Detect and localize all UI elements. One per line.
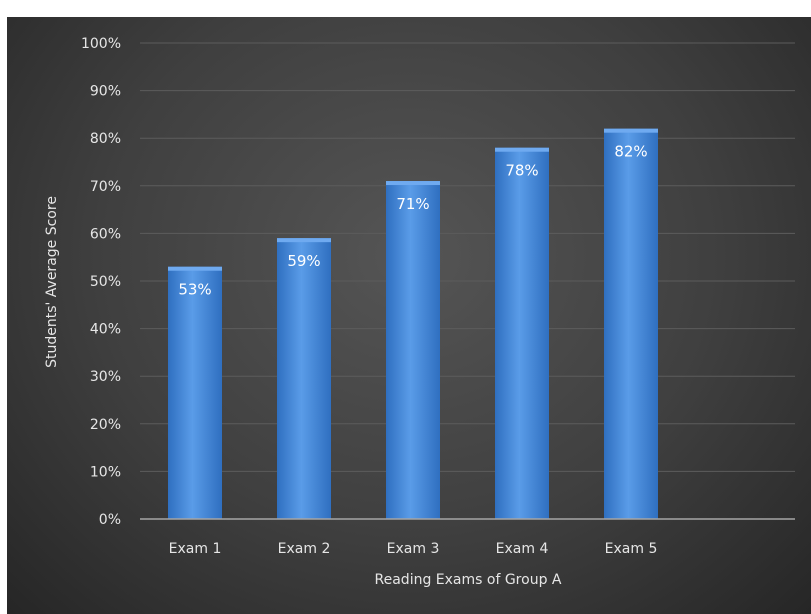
x-tick-label: Exam 2 [278,541,331,557]
y-tick-label: 50% [90,274,121,290]
data-label: 82% [614,143,647,161]
bar [386,181,440,520]
x-tick-label: Exam 5 [605,541,658,557]
y-tick-label: 40% [90,322,121,338]
data-labels: 53% 59% 71% 78% 82% [178,143,647,299]
y-tick-label: 80% [90,131,121,147]
bar-top-highlight [277,238,331,243]
y-tick-label: 60% [90,226,121,242]
x-tick-labels: Exam 1 Exam 2 Exam 3 Exam 4 Exam 5 [169,541,658,557]
x-tick-label: Exam 4 [496,541,549,557]
bar [277,238,331,519]
y-tick-label: 10% [90,464,121,480]
bar-top-highlight [495,147,549,152]
bar-top-highlight [604,128,658,133]
bars [168,128,658,520]
data-label: 71% [396,195,429,213]
data-label: 53% [178,281,211,299]
y-tick-labels: 0% 10% 20% 30% 40% 50% 60% 70% 80% 90% 100% [81,36,121,528]
bar-top-highlight [386,181,440,186]
x-tick-label: Exam 1 [169,541,222,557]
y-tick-label: 100% [81,36,121,52]
y-tick-label: 20% [90,417,121,433]
bar-top-highlight [168,266,222,271]
y-tick-label: 30% [90,369,121,385]
x-tick-label: Exam 3 [387,541,440,557]
data-label: 78% [505,162,538,180]
gridlines [140,42,795,472]
y-axis-title: Students' Average Score [44,196,60,368]
y-tick-label: 70% [90,179,121,195]
bar [168,266,222,519]
y-tick-label: 90% [90,84,121,100]
bar [604,128,658,519]
y-tick-label: 0% [99,512,121,528]
data-label: 59% [287,252,320,270]
bar [495,147,549,519]
x-axis-title: Reading Exams of Group A [375,572,562,588]
